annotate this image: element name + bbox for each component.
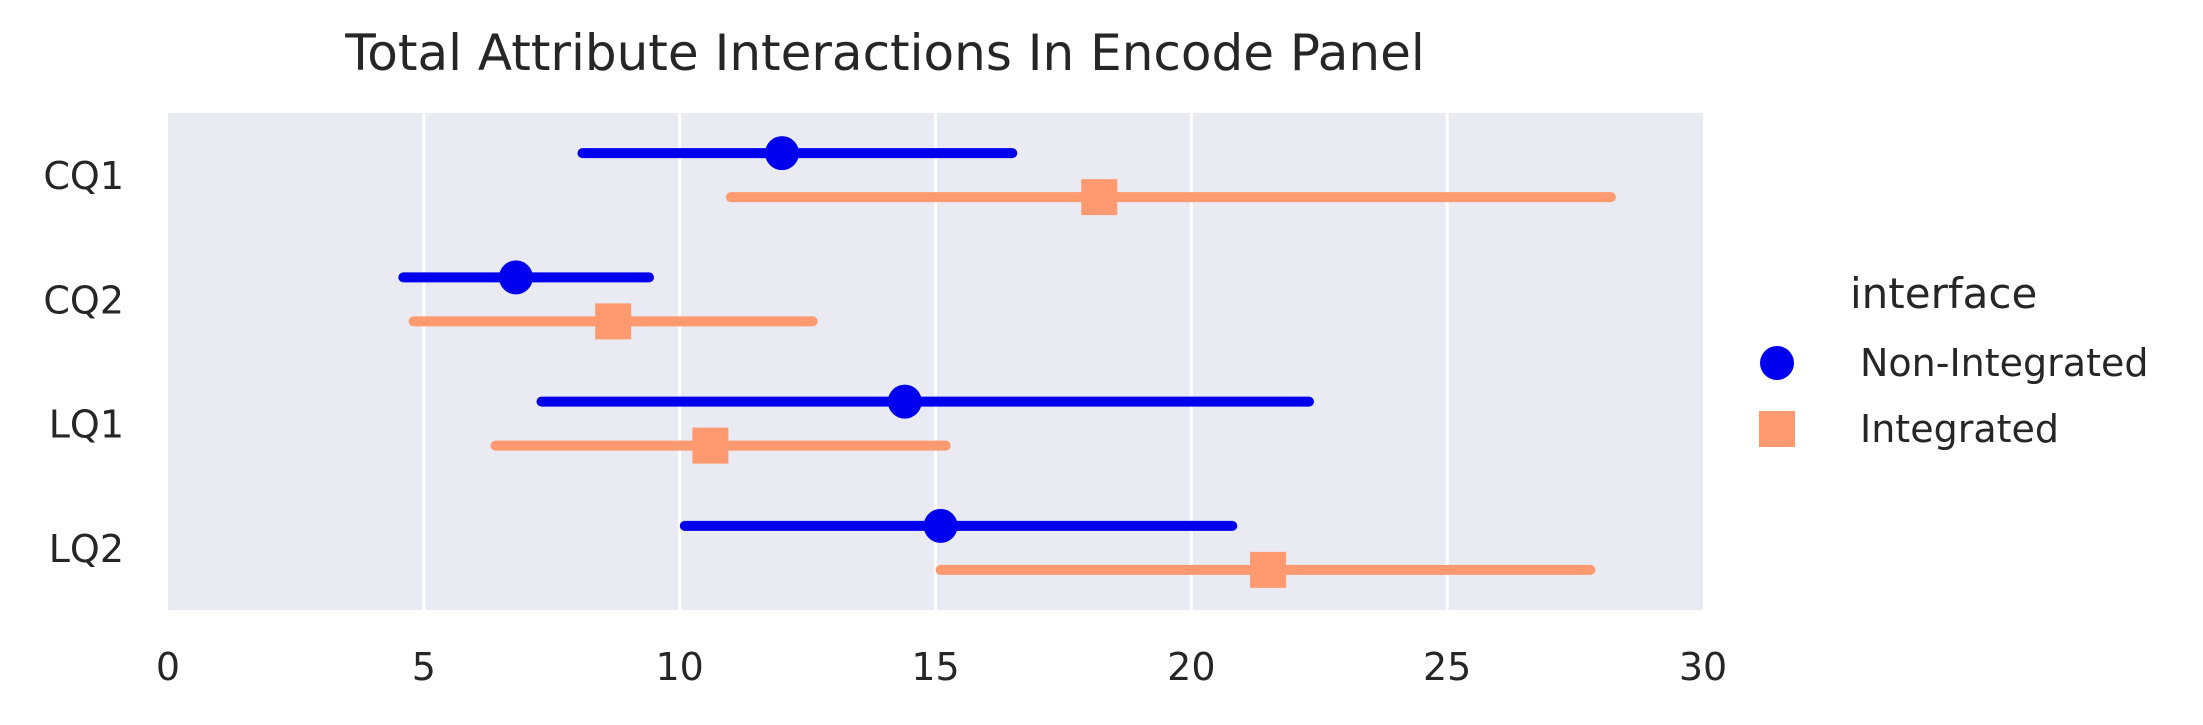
y-axis-ticks: CQ1 CQ2 LQ1 LQ2	[43, 154, 124, 571]
x-tick-label: 25	[1423, 645, 1471, 689]
legend-label-non-integrated: Non-Integrated	[1860, 341, 2148, 385]
integrated-point	[1081, 179, 1118, 216]
integrated-point	[595, 303, 632, 340]
integrated-point	[692, 427, 729, 464]
integrated-point	[1250, 551, 1287, 588]
y-tick-label: CQ1	[43, 154, 124, 198]
x-tick-label: 15	[911, 645, 959, 689]
x-axis-ticks: 0 5 10 15 20 25 30	[156, 645, 1727, 689]
non-integrated-point	[887, 384, 922, 419]
non-integrated-point	[498, 260, 533, 295]
y-tick-label: LQ1	[49, 403, 124, 447]
legend-label-integrated: Integrated	[1860, 407, 2059, 451]
legend-marker-integrated	[1759, 411, 1795, 447]
x-tick-label: 30	[1679, 645, 1727, 689]
chart-title: Total Attribute Interactions In Encode P…	[344, 24, 1425, 82]
y-tick-label: LQ2	[49, 527, 124, 571]
x-tick-label: 5	[412, 645, 436, 689]
legend: interface Non-Integrated Integrated	[1759, 269, 2148, 451]
x-tick-label: 20	[1167, 645, 1215, 689]
x-tick-label: 0	[156, 645, 180, 689]
y-tick-label: CQ2	[43, 278, 124, 322]
non-integrated-point	[765, 136, 799, 171]
legend-marker-non-integrated	[1760, 346, 1794, 380]
legend-title: interface	[1850, 269, 2037, 318]
x-tick-label: 10	[655, 645, 703, 689]
non-integrated-point	[923, 508, 958, 543]
data-marks	[398, 136, 1616, 588]
